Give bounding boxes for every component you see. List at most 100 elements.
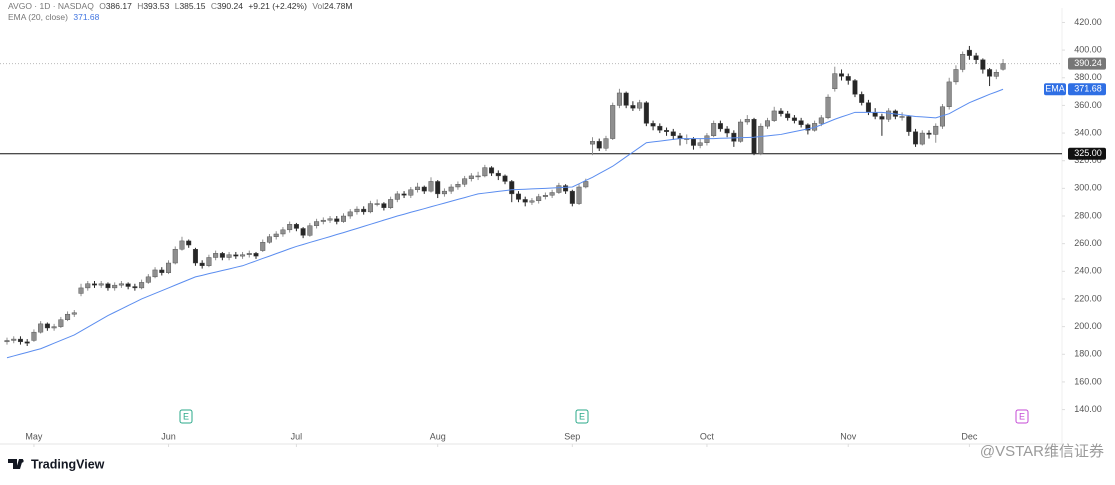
candle-body	[58, 319, 64, 327]
candle-body	[246, 253, 252, 255]
earnings-label: E	[1019, 411, 1025, 421]
candle-body	[314, 221, 320, 226]
candle-body	[394, 193, 400, 200]
watermark: @VSTAR维信证券	[980, 443, 1104, 460]
candle-body	[260, 242, 266, 251]
x-tick-label: Dec	[961, 431, 978, 441]
close-value: 390.24	[217, 1, 243, 11]
candle-body	[529, 200, 535, 203]
candle-body	[549, 192, 555, 196]
y-tick-label: 360.00	[1074, 100, 1102, 110]
y-tick-label: 320.00	[1074, 155, 1102, 165]
candle-body	[973, 55, 979, 60]
candle-body	[159, 269, 165, 273]
candle-body	[798, 120, 804, 125]
candle-body	[960, 54, 966, 70]
candle-body	[563, 185, 569, 192]
x-tick-label: Nov	[840, 431, 857, 441]
candle-body	[933, 125, 939, 135]
candle-body	[381, 203, 387, 208]
candle-body	[118, 283, 124, 286]
candle-body	[717, 123, 723, 130]
candle-body	[690, 138, 696, 146]
ema-value-label: 371.68	[1074, 84, 1102, 94]
x-tick-label: May	[25, 431, 43, 441]
earnings-marker: E	[1015, 409, 1029, 424]
y-tick-label: 160.00	[1074, 376, 1102, 386]
logo-dot	[20, 459, 24, 463]
x-tick-label: Sep	[564, 431, 580, 441]
candle-body	[744, 119, 750, 123]
open-label: O	[99, 1, 106, 11]
low-label: L	[175, 1, 180, 11]
candle-body	[542, 195, 548, 197]
candle-body	[374, 203, 380, 205]
candle-body	[839, 73, 845, 77]
candle-body	[408, 189, 414, 196]
candle-body	[199, 262, 205, 266]
candle-body	[953, 69, 959, 83]
ema-value-tag	[1068, 83, 1106, 96]
candle-body	[468, 175, 474, 179]
y-tick-label: 260.00	[1074, 238, 1102, 248]
candle-body	[166, 262, 172, 273]
candle-body	[657, 125, 663, 131]
candle-body	[213, 253, 219, 258]
brand-name: TradingView	[31, 457, 105, 471]
earnings-label: E	[579, 411, 585, 421]
candle-body	[44, 323, 50, 329]
x-tick-label: Jun	[161, 431, 176, 441]
close-label: C	[211, 1, 217, 11]
candle-body	[859, 94, 865, 103]
candle-body	[522, 199, 528, 203]
candle-body	[872, 112, 878, 117]
candle-body	[818, 117, 824, 124]
candle-body	[24, 341, 30, 344]
branding: TradingView	[8, 457, 105, 471]
candle-body	[435, 181, 441, 195]
candle-body	[704, 135, 710, 143]
candle-body	[576, 186, 582, 204]
candle-body	[764, 120, 770, 127]
candle-body	[886, 110, 892, 120]
candle-body	[287, 224, 293, 231]
candle-body	[132, 286, 138, 289]
earnings-box	[575, 409, 589, 424]
candle-body	[610, 105, 616, 139]
candle-body	[731, 132, 737, 142]
y-tick-label: 300.00	[1074, 183, 1102, 193]
candle-body	[865, 102, 871, 113]
candle-body	[300, 228, 306, 236]
candle-body	[367, 203, 373, 213]
candle-body	[455, 184, 461, 188]
candle-body	[643, 102, 649, 124]
candle-body	[320, 219, 326, 222]
candle-body	[778, 110, 784, 114]
candle-body	[91, 283, 97, 286]
candle-body	[987, 69, 993, 77]
last-price-label: 390.24	[1074, 58, 1102, 68]
candle-body	[845, 76, 851, 81]
candle-body	[569, 190, 575, 204]
candle-body	[233, 254, 239, 257]
candle-body	[536, 196, 542, 202]
y-tick-label: 280.00	[1074, 210, 1102, 220]
candle-body	[31, 331, 37, 341]
candle-body	[219, 253, 225, 258]
candle-body	[596, 141, 602, 149]
candle-body	[240, 254, 246, 257]
open-value: 386.17	[106, 1, 132, 11]
candle-body	[637, 102, 643, 109]
candle-body	[401, 193, 407, 196]
candle-body	[482, 167, 488, 177]
candle-body	[354, 208, 360, 213]
y-tick-label: 180.00	[1074, 349, 1102, 359]
candle-body	[226, 254, 232, 258]
candle-body	[785, 113, 791, 119]
candle-body	[98, 283, 104, 286]
candle-body	[711, 123, 717, 137]
ema-name-label: EMA	[1045, 84, 1065, 94]
earnings-marker: E	[575, 409, 589, 424]
candle-body	[85, 283, 91, 289]
